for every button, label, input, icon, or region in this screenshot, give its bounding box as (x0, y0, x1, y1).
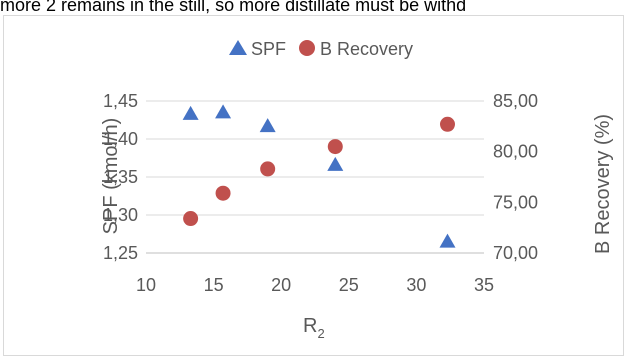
spf-point (327, 156, 344, 171)
chart-frame (3, 15, 624, 356)
y-tick-label: 1,45 (103, 91, 138, 111)
spf-point (259, 118, 276, 133)
y-tick-label: 1,30 (103, 205, 138, 225)
y2-tick-label: 80,00 (493, 142, 538, 162)
b-recovery-point (260, 161, 276, 177)
legend-label-b-recovery: B Recovery (320, 39, 413, 59)
data-points (182, 104, 456, 248)
y-tick-label: 1,35 (103, 167, 138, 187)
legend: SPF B Recovery (229, 39, 413, 59)
y2-tick-label: 75,00 (493, 192, 538, 212)
x-tick-label: 10 (136, 275, 156, 295)
b-recovery-point (439, 116, 455, 132)
x-tick-label: 15 (204, 275, 224, 295)
y-tick-label: 1,25 (103, 243, 138, 263)
x-axis-title-subscript: 2 (317, 326, 324, 341)
legend-marker-b-recovery (299, 40, 315, 56)
x-tick-label: 25 (339, 275, 359, 295)
y-axis-title: SPF (kmol/h) (100, 118, 122, 235)
gridlines (146, 100, 484, 254)
y2-tick-label: 70,00 (493, 243, 538, 263)
spf-point (215, 104, 232, 119)
y-tick-labels: 1,25 1,30 1,35 1,40 1,45 (103, 91, 138, 263)
y2-tick-labels: 70,00 75,00 80,00 85,00 (493, 91, 538, 263)
x-axis-title-main: R (303, 315, 317, 337)
y-tick-label: 1,40 (103, 129, 138, 149)
b-recovery-point (215, 185, 231, 201)
legend-label-spf: SPF (251, 39, 286, 59)
legend-marker-spf (229, 40, 247, 55)
x-tick-label: 20 (271, 275, 291, 295)
y2-tick-label: 85,00 (493, 91, 538, 111)
b-recovery-point (183, 211, 199, 227)
x-tick-label: 35 (474, 275, 494, 295)
y2-axis-title: B Recovery (%) (592, 114, 614, 254)
spf-point (439, 233, 456, 248)
x-tick-label: 30 (406, 275, 426, 295)
document-text-line: more 2 remains in the still, so more dis… (0, 0, 467, 15)
x-tick-labels: 10 15 20 25 30 35 (136, 275, 494, 295)
x-axis-title: R2 (303, 315, 325, 341)
b-recovery-point (327, 139, 343, 155)
spf-point (182, 105, 199, 120)
